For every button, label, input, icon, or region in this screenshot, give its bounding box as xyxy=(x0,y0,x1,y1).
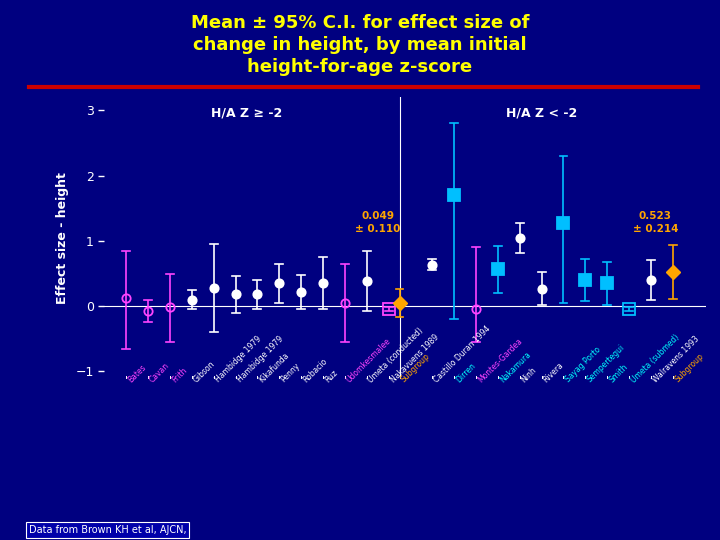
Text: H/A Z ≥ -2: H/A Z ≥ -2 xyxy=(211,107,282,120)
Text: Robacio: Robacio xyxy=(301,356,329,384)
Text: Mean ± 95% C.I. for effect size of
change in height, by mean initial
height-for-: Mean ± 95% C.I. for effect size of chang… xyxy=(191,14,529,76)
Text: H/A Z < -2: H/A Z < -2 xyxy=(506,107,577,120)
Text: Nakavuens 1989: Nakavuens 1989 xyxy=(389,333,441,384)
Text: Rivera: Rivera xyxy=(541,361,565,384)
Y-axis label: Effect size - height: Effect size - height xyxy=(55,172,68,303)
Text: Umeta (submed): Umeta (submed) xyxy=(629,333,681,384)
Text: Montes-Gardea: Montes-Gardea xyxy=(476,336,524,384)
Text: Smith: Smith xyxy=(607,362,629,384)
Text: 0.049
± 0.110: 0.049 ± 0.110 xyxy=(355,211,400,234)
Text: Hambidge 1979: Hambidge 1979 xyxy=(235,335,285,384)
Text: Subgroup: Subgroup xyxy=(672,352,706,384)
Text: Hambidge 1979: Hambidge 1979 xyxy=(214,335,264,384)
Text: Data from Brown KH et al, AJCN,: Data from Brown KH et al, AJCN, xyxy=(29,524,186,535)
Text: Cavan: Cavan xyxy=(148,361,171,384)
Text: Kikafunda: Kikafunda xyxy=(258,351,291,384)
Text: Udomkesmalee: Udomkesmalee xyxy=(345,336,393,384)
Text: Frith: Frith xyxy=(170,366,189,384)
Text: Sayag Porto: Sayag Porto xyxy=(564,346,603,384)
Text: Bates: Bates xyxy=(126,363,148,384)
Text: Ninh: Ninh xyxy=(520,366,539,384)
Text: Walravens 1993: Walravens 1993 xyxy=(651,334,701,384)
Text: 0.523
± 0.214: 0.523 ± 0.214 xyxy=(633,211,678,234)
Text: Ruz: Ruz xyxy=(323,368,339,384)
Text: Dirren: Dirren xyxy=(454,361,477,384)
Text: Subgroup: Subgroup xyxy=(400,352,432,384)
Text: Gibson: Gibson xyxy=(192,359,217,384)
Text: Umeta (conducted): Umeta (conducted) xyxy=(366,326,426,384)
Text: Castillo Duran 1994: Castillo Duran 1994 xyxy=(432,324,492,384)
Text: Penny: Penny xyxy=(279,362,302,384)
Text: Nakamura: Nakamura xyxy=(498,350,533,384)
Text: Sempertegui: Sempertegui xyxy=(585,343,626,384)
